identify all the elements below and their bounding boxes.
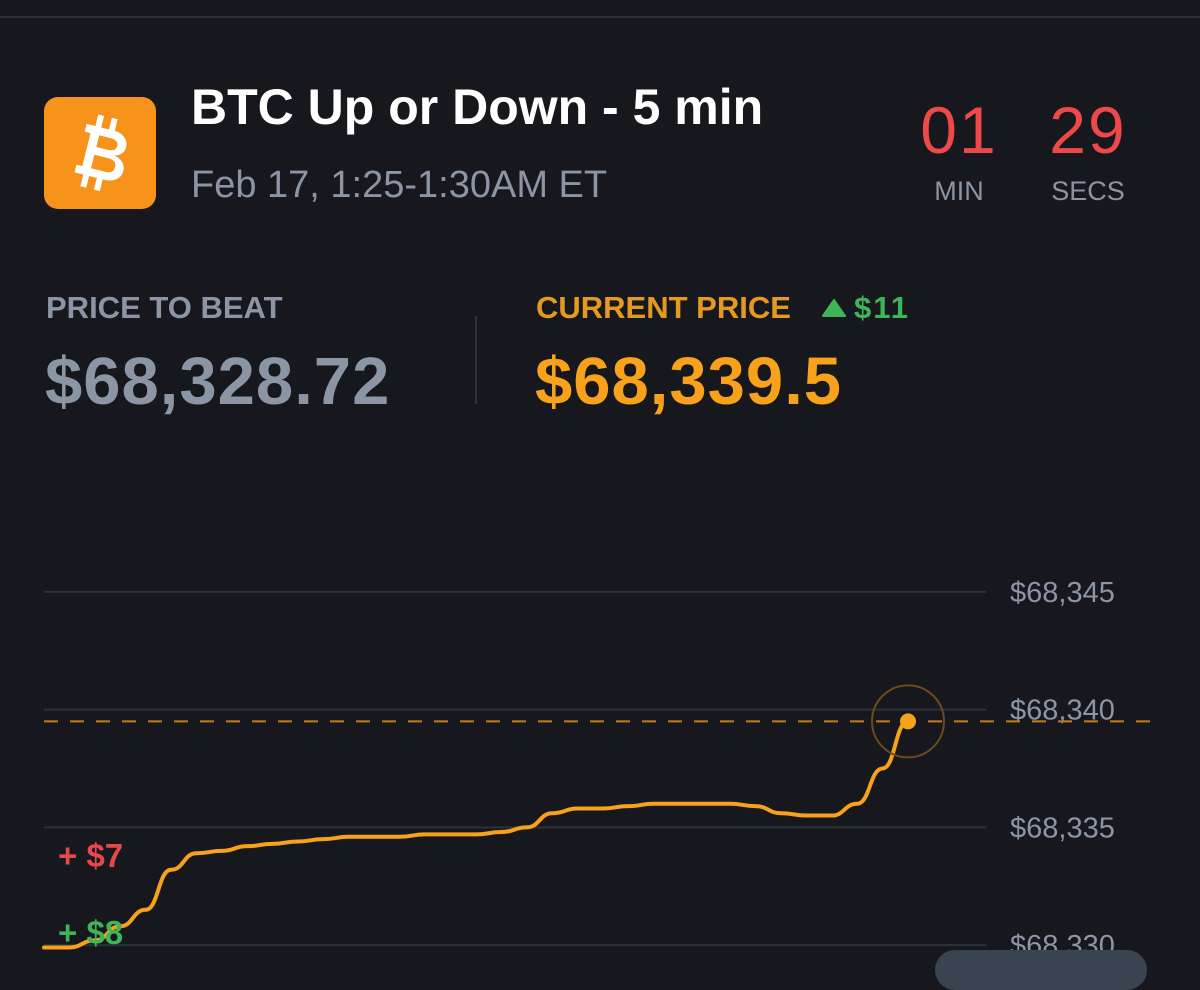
price-change-badge: $11 bbox=[822, 290, 910, 326]
current-price-value: $68,339.5 bbox=[535, 344, 843, 419]
top-divider bbox=[0, 16, 1200, 18]
current-price-halo bbox=[871, 684, 945, 759]
price-change-value: $11 bbox=[854, 290, 911, 325]
triangle-up-icon bbox=[822, 299, 846, 317]
price-to-beat-value: $68,328.72 bbox=[45, 344, 391, 419]
y-tick-label: $68,335 bbox=[1010, 812, 1115, 844]
countdown-seconds: 29 bbox=[1049, 93, 1127, 167]
bottom-sheet-handle[interactable] bbox=[935, 950, 1147, 990]
countdown-seconds-label: SECS bbox=[1051, 176, 1125, 206]
side-marker-red: + $7 bbox=[58, 837, 124, 874]
price-to-beat-label: PRICE TO BEAT bbox=[46, 290, 283, 325]
price-series-line bbox=[42, 719, 910, 950]
side-marker-green: + $8 bbox=[58, 914, 124, 951]
current-price-dot bbox=[900, 713, 916, 730]
countdown-minutes: 01 bbox=[920, 93, 998, 167]
y-tick-label: $68,345 bbox=[1010, 577, 1115, 609]
current-price-label: CURRENT PRICE bbox=[536, 290, 791, 325]
countdown-minutes-label: MIN bbox=[934, 176, 984, 206]
bitcoin-icon bbox=[44, 97, 156, 209]
market-title: BTC Up or Down - 5 min bbox=[191, 79, 764, 135]
stats-divider bbox=[475, 316, 477, 404]
market-time-window: Feb 17, 1:25-1:30AM ET bbox=[191, 164, 608, 206]
